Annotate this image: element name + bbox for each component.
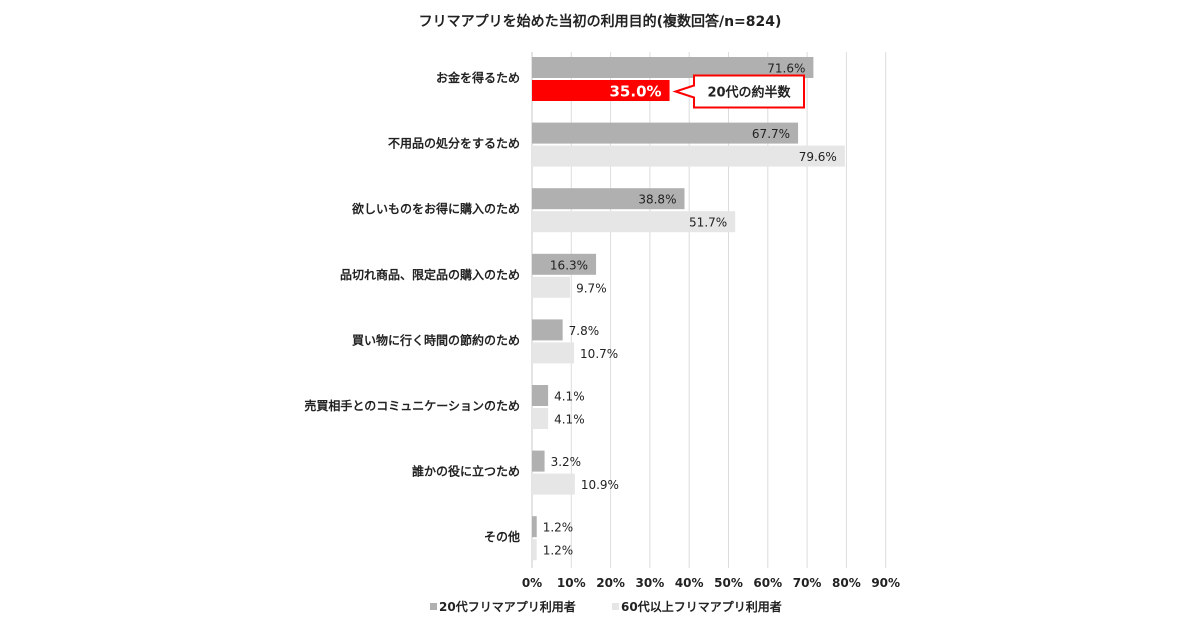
bar [532, 385, 549, 406]
bars [532, 57, 845, 561]
data-label: 67.7% [752, 127, 790, 141]
data-label: 79.6% [799, 150, 837, 164]
chart-title: フリマアプリを始めた当初の利用目的(複数回答/n=824) [419, 13, 782, 30]
legend-label: 60代以上フリマアプリ利用者 [621, 599, 782, 614]
data-label: 38.8% [638, 193, 676, 207]
data-label: 10.7% [580, 347, 618, 361]
data-label: 1.2% [543, 521, 574, 535]
callout: 20代の約半数 [672, 74, 805, 109]
bar [532, 145, 845, 167]
data-label: 10.9% [581, 478, 619, 492]
bar [532, 408, 549, 429]
legend-swatch [612, 603, 619, 610]
bar [532, 473, 575, 495]
category-label: その他 [484, 529, 520, 544]
category-label: 欲しいものをお得に購入のため [351, 201, 520, 216]
bar [532, 319, 563, 341]
category-label: 誰かの役に立つため [412, 464, 520, 479]
bar [532, 188, 685, 210]
data-label: 4.1% [554, 413, 585, 427]
callout-box [672, 74, 805, 109]
legend-label: 20代フリマアプリ利用者 [439, 599, 576, 614]
legend-swatch [430, 603, 437, 610]
category-label: 売買相手とのコミュニケーションのため [304, 398, 520, 413]
category-label: お金を得るため [436, 70, 520, 85]
bar [532, 539, 537, 561]
bar [532, 211, 736, 233]
legend: 20代フリマアプリ利用者 60代以上フリマアプリ利用者 [430, 599, 782, 614]
bar [532, 253, 597, 275]
bar [532, 276, 571, 298]
bar-highlight [532, 80, 670, 101]
bar [532, 342, 575, 364]
data-label: 71.6% [767, 62, 805, 76]
bar [532, 450, 545, 472]
data-label: 16.3% [550, 258, 588, 272]
x-tick-label: 30% [636, 576, 665, 590]
x-tick-label: 50% [714, 576, 743, 590]
data-label: 9.7% [576, 281, 607, 295]
data-label: 1.2% [543, 544, 574, 558]
labels: 0% 10% 20% 30% 40% 50% 60% 70% 80% 90% お金を得るため 71.6… [304, 62, 900, 591]
data-label: 3.2% [551, 455, 582, 469]
x-tick-label: 0% [522, 576, 542, 590]
category-label: 買い物に行く時間の節約のため [352, 332, 520, 347]
x-tick-label: 80% [832, 576, 861, 590]
data-label: 4.1% [554, 390, 585, 404]
bar [532, 122, 799, 144]
category-label: 品切れ商品、限定品の購入のため [340, 267, 520, 282]
x-tick-label: 60% [753, 576, 782, 590]
data-label: 35.0% [610, 83, 662, 101]
x-tick-label: 20% [596, 576, 625, 590]
x-tick-label: 70% [793, 576, 822, 590]
x-tick-label: 40% [675, 576, 704, 590]
category-label: 不用品の処分をするため [388, 136, 520, 151]
callout-text: 20代の約半数 [707, 85, 791, 101]
x-tick-label: 10% [557, 576, 586, 590]
x-tick-label: 90% [871, 576, 900, 590]
data-label: 51.7% [689, 216, 727, 230]
bar [532, 57, 814, 78]
data-label: 7.8% [569, 324, 600, 338]
bar [532, 516, 537, 538]
